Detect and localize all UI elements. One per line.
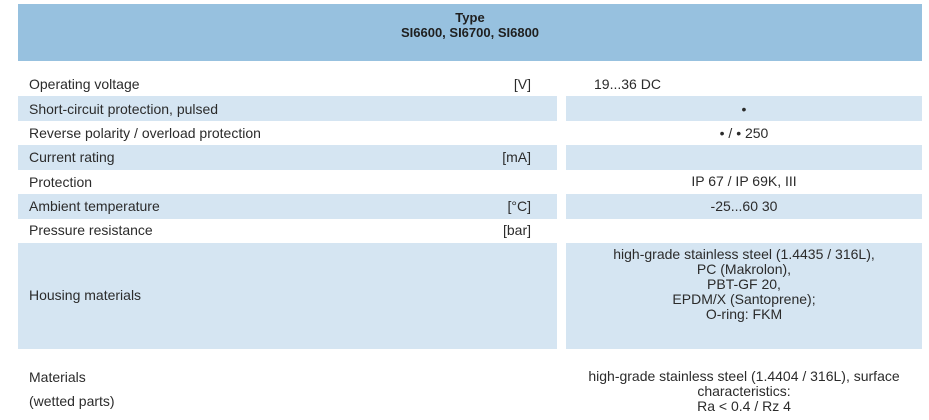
spec-label-cell: Operating voltage [V] [18, 71, 557, 95]
spec-row-current-rating: Current rating [mA] [18, 145, 922, 170]
spec-value-line: O-ring: FKM [705, 306, 783, 322]
spec-value-line: high-grade stainless steel (1.4404 / 316… [588, 368, 900, 384]
spec-label: Ambient temperature [29, 198, 160, 214]
spec-label: Materials [29, 369, 86, 385]
spec-label: Operating voltage [29, 76, 140, 92]
spec-value-line: EPDM/X (Santoprene); [672, 291, 816, 307]
spec-value-line: PC (Makrolon), [696, 261, 792, 277]
spec-unit: [mA] [502, 149, 531, 165]
spec-label: Reverse polarity / overload protection [29, 125, 261, 141]
spec-label: (wetted parts) [29, 393, 115, 409]
spec-row-pressure-resistance: Pressure resistance [bar] [18, 219, 922, 243]
spec-value: • [741, 101, 747, 117]
spec-label-cell: Materials (wetted parts) [18, 362, 557, 420]
spec-label-cell: Short-circuit protection, pulsed [18, 96, 557, 121]
spec-value-cell: high-grade stainless steel (1.4404 / 316… [566, 362, 922, 420]
spec-value-line: characteristics: [697, 383, 791, 399]
header-type-label: Type [455, 10, 485, 25]
spec-label: Pressure resistance [29, 222, 153, 238]
spec-value-cell: 19...36 DC [566, 71, 922, 95]
spec-value: 19...36 DC [594, 76, 661, 92]
spec-value-cell: • [566, 96, 922, 121]
spec-label: Housing materials [29, 287, 142, 303]
spec-value-multiline: high-grade stainless steel (1.4435 / 316… [566, 247, 922, 322]
spec-value-cell: -25...60 30 [566, 194, 922, 219]
spec-value: • / • 250 [719, 125, 769, 141]
spec-value-cell: IP 67 / IP 69K, III [566, 170, 922, 194]
spec-value-multiline: high-grade stainless steel (1.4404 / 316… [566, 369, 922, 414]
spec-unit: [°C] [507, 198, 532, 214]
spec-unit: [bar] [502, 222, 531, 238]
spec-value-cell: • / • 250 [566, 121, 922, 145]
spec-row-ambient-temperature: Ambient temperature [°C] -25...60 30 [18, 194, 922, 219]
spec-row-protection: Protection IP 67 / IP 69K, III [18, 170, 922, 194]
spec-row-operating-voltage: Operating voltage [V] 19...36 DC [18, 71, 922, 95]
spec-label-cell: Housing materials [18, 243, 557, 349]
spec-value-cell [566, 145, 922, 170]
spec-label: Current rating [29, 149, 115, 165]
spec-value-line: high-grade stainless steel (1.4435 / 316… [613, 246, 875, 262]
spec-row-short-circuit: Short-circuit protection, pulsed • [18, 96, 922, 121]
spec-label: Protection [29, 174, 93, 190]
spec-value-cell: high-grade stainless steel (1.4435 / 316… [566, 243, 922, 349]
spec-row-wetted-materials: Materials (wetted parts) high-grade stai… [18, 362, 922, 420]
spec-row-reverse-polarity: Reverse polarity / overload protection •… [18, 121, 922, 145]
spec-label: Short-circuit protection, pulsed [29, 101, 219, 117]
spec-value: IP 67 / IP 69K, III [691, 173, 797, 189]
spec-row-housing-materials: Housing materials high-grade stainless s… [18, 243, 922, 349]
table-header: Type SI6600, SI6700, SI6800 [18, 4, 922, 61]
spec-value-line: PBT-GF 20, [707, 276, 781, 292]
spec-label-cell: Pressure resistance [bar] [18, 219, 557, 243]
spec-value-line: Ra < 0.4 / Rz 4 [697, 398, 791, 414]
spec-label-cell: Protection [18, 170, 557, 194]
spec-label-cell: Ambient temperature [°C] [18, 194, 557, 219]
spec-value: -25...60 30 [710, 198, 778, 214]
spec-value-cell [566, 219, 922, 243]
spec-unit: [V] [513, 76, 531, 92]
header-model-list: SI6600, SI6700, SI6800 [400, 25, 540, 40]
spec-label-cell: Reverse polarity / overload protection [18, 121, 557, 145]
spec-label-cell: Current rating [mA] [18, 145, 557, 170]
